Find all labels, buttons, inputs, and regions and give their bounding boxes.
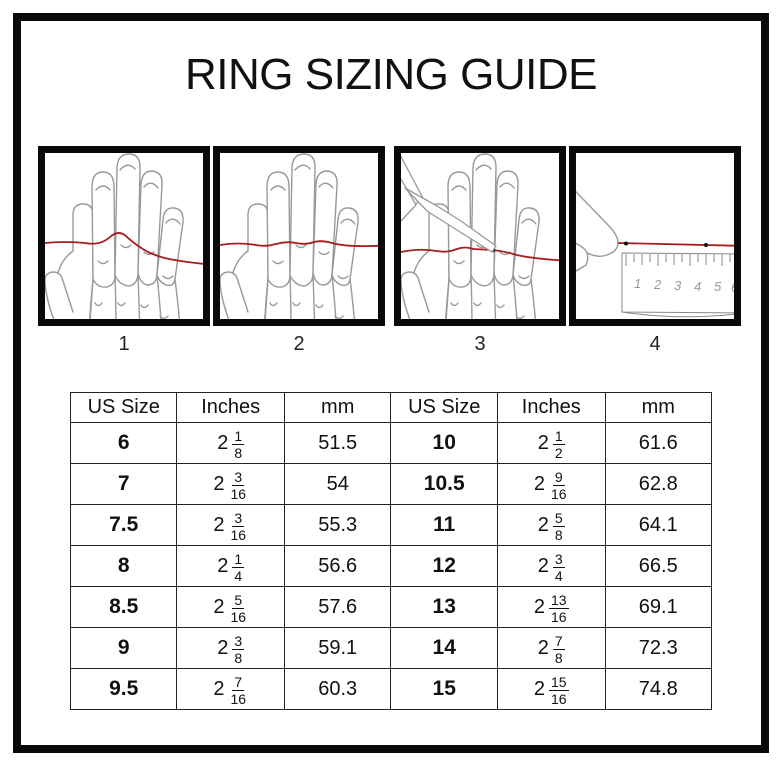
svg-text:3: 3 xyxy=(674,278,682,293)
svg-text:4: 4 xyxy=(694,279,701,294)
svg-text:6: 6 xyxy=(731,280,739,295)
svg-text:1: 1 xyxy=(634,276,641,291)
svg-text:2: 2 xyxy=(653,277,662,292)
svg-text:5: 5 xyxy=(714,279,722,294)
